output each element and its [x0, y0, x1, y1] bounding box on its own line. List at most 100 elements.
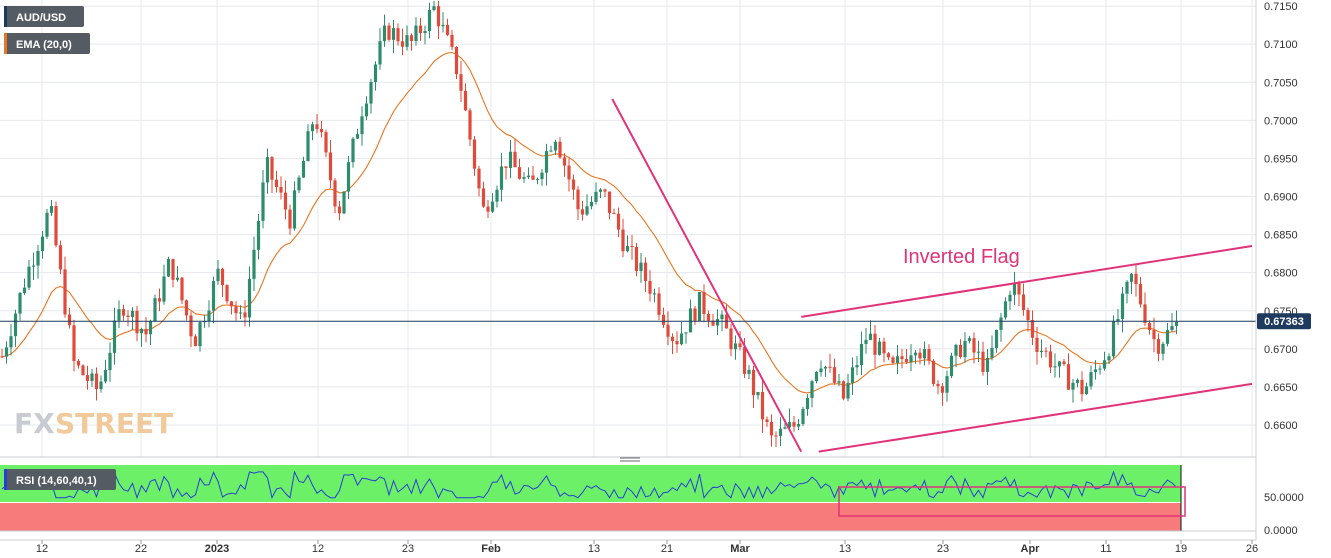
candle-body: [1116, 318, 1120, 322]
candle-body: [526, 175, 531, 178]
rsi-highlight-box: [838, 486, 1186, 517]
candle-body: [1062, 361, 1066, 365]
candle-body: [522, 177, 526, 179]
time-tick-label: Apr: [1021, 543, 1041, 555]
candle-body: [531, 175, 535, 180]
candle-body: [315, 124, 319, 130]
candle-body: [418, 25, 423, 34]
candle-body: [1125, 281, 1129, 294]
candle-body: [972, 338, 976, 353]
candle-body: [895, 356, 900, 363]
candle-body: [1003, 301, 1008, 318]
candle-body: [900, 356, 904, 360]
candle-body: [297, 177, 301, 191]
candle-body: [1044, 350, 1048, 352]
candle-body: [909, 355, 913, 362]
candle-body: [634, 247, 639, 271]
candle-body: [796, 424, 801, 427]
candle-body: [432, 6, 436, 11]
candle-body: [49, 206, 54, 213]
price-tick-label: 0.6700: [1264, 344, 1298, 356]
candle-body: [135, 310, 139, 334]
candle-body: [999, 317, 1003, 330]
candle-body: [832, 367, 837, 383]
candle-body: [958, 344, 963, 358]
candle-body: [184, 300, 189, 316]
candle-body: [855, 365, 859, 368]
candle-body: [603, 189, 607, 192]
candle-body: [1026, 310, 1030, 321]
candle-body: [1138, 284, 1143, 305]
candle-body: [22, 287, 27, 293]
candle-body: [166, 259, 171, 277]
candle-body: [990, 348, 994, 358]
candle-body: [274, 179, 279, 188]
rsi-tick-0: 0.0000: [1264, 525, 1298, 537]
candle-body: [576, 189, 580, 210]
ema-label: EMA (20,0): [16, 39, 72, 51]
candle-body: [0, 356, 4, 358]
candle-body: [513, 151, 517, 168]
candle-body: [1066, 364, 1071, 390]
candle-body: [639, 262, 643, 271]
candle-body: [351, 138, 355, 163]
rsi-oversold-zone: [0, 503, 1181, 531]
candle-body: [967, 338, 972, 341]
candle-body: [828, 366, 832, 368]
candle-body: [117, 309, 121, 321]
candle-body: [247, 278, 252, 318]
candle-body: [76, 360, 81, 366]
candle-body: [882, 341, 886, 354]
candle-body: [873, 333, 877, 355]
price-tick-label: 0.6800: [1264, 268, 1298, 280]
candle-body: [1111, 321, 1116, 357]
candle-body: [346, 162, 351, 192]
candle-body: [45, 212, 49, 237]
candle-body: [540, 172, 544, 180]
candle-body: [58, 245, 63, 270]
candle-body: [99, 381, 103, 389]
candle-body: [1098, 368, 1102, 370]
candle-body: [616, 213, 621, 230]
candle-body: [1071, 382, 1075, 390]
candle-body: [864, 339, 868, 344]
trendlines: [611, 98, 1253, 453]
candle-body: [657, 293, 661, 315]
candle-body: [243, 312, 247, 318]
candle-body: [1161, 343, 1165, 354]
rsi-legend[interactable]: RSI (14,60,40,1): [4, 469, 116, 490]
candle-body: [544, 151, 549, 173]
candle-body: [1075, 379, 1080, 383]
candle-body: [481, 188, 486, 207]
trendline-falling-line: [611, 98, 803, 453]
candle-body: [868, 333, 873, 340]
trendline-flag-upper: [801, 245, 1253, 318]
candle-body: [414, 25, 418, 41]
candle-body: [1089, 372, 1093, 387]
candle-body: [4, 347, 9, 357]
candle-body: [477, 168, 481, 189]
candle-body: [774, 435, 778, 437]
candle-body: [306, 131, 310, 162]
candle-body: [72, 325, 76, 361]
candle-body: [220, 268, 225, 286]
symbol-legend[interactable]: AUD/USD: [4, 6, 84, 27]
rsi-overbought-zone: [0, 465, 1181, 502]
panel-resize-handle[interactable]: [620, 457, 640, 462]
candle-body: [238, 312, 243, 314]
candle-body: [621, 229, 625, 252]
candle-body: [27, 266, 31, 288]
candle-body: [801, 409, 805, 425]
candle-body: [783, 427, 787, 429]
candle-body: [711, 320, 715, 326]
candle-body: [760, 392, 765, 420]
candle-body: [436, 6, 441, 27]
candle-body: [1093, 369, 1098, 373]
time-tick-label: 22: [135, 543, 147, 555]
candle-body: [720, 314, 724, 320]
ema-legend[interactable]: EMA (20,0): [4, 33, 90, 54]
candle-body: [459, 74, 463, 91]
candle-body: [963, 340, 967, 358]
candle-body: [387, 25, 391, 40]
